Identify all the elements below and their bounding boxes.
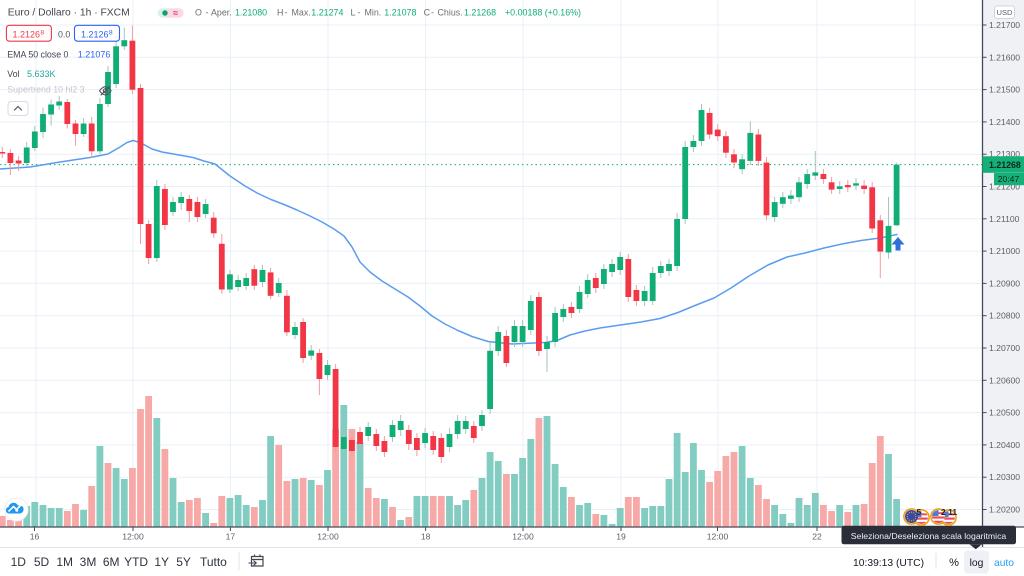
svg-text:1.20900: 1.20900	[989, 278, 1020, 288]
svg-text:1M: 1M	[56, 555, 73, 569]
svg-text:Tutto: Tutto	[200, 555, 227, 569]
svg-text:22: 22	[812, 532, 822, 542]
svg-text:19: 19	[616, 532, 626, 542]
svg-text:20:47: 20:47	[998, 174, 1020, 184]
svg-text:1.21274: 1.21274	[311, 8, 343, 18]
svg-text:-: -	[358, 8, 361, 18]
svg-text:1.20600: 1.20600	[989, 375, 1020, 385]
svg-text:1.21076: 1.21076	[78, 50, 111, 60]
svg-text:O: O	[195, 8, 202, 18]
svg-text:1.21268: 1.21268	[989, 160, 1021, 170]
svg-text:-: -	[431, 8, 434, 18]
svg-text:Seleziona/Deseleziona scala lo: Seleziona/Deseleziona scala logaritmica	[851, 531, 1007, 541]
svg-text:1.2126: 1.2126	[81, 30, 109, 40]
svg-text:16: 16	[30, 532, 40, 542]
svg-text:1.20400: 1.20400	[989, 440, 1020, 450]
svg-text:1.2126: 1.2126	[13, 30, 41, 40]
svg-text:1.21700: 1.21700	[989, 20, 1020, 30]
svg-text:1D: 1D	[11, 555, 27, 569]
svg-text:Euro / Dollaro · 1h · FXCM: Euro / Dollaro · 1h · FXCM	[8, 7, 130, 18]
svg-text:17: 17	[226, 532, 236, 542]
svg-text:5: 5	[917, 507, 922, 517]
svg-text:1.21400: 1.21400	[989, 117, 1020, 127]
svg-text:Chius.: Chius.	[438, 8, 463, 18]
svg-text:1.21100: 1.21100	[989, 214, 1020, 224]
svg-text:USD: USD	[996, 8, 1013, 17]
svg-text:1.20500: 1.20500	[989, 408, 1020, 418]
svg-text:-: -	[206, 8, 209, 18]
svg-text:C: C	[424, 8, 431, 18]
svg-text:Aper.: Aper.	[211, 8, 232, 18]
svg-text:1.21268: 1.21268	[464, 8, 496, 18]
svg-text:8: 8	[40, 29, 44, 36]
svg-text:+0.00188 (+0.16%): +0.00188 (+0.16%)	[505, 8, 581, 18]
svg-text:10:39:13 (UTC): 10:39:13 (UTC)	[853, 558, 924, 569]
svg-text:5Y: 5Y	[176, 555, 191, 569]
svg-text:EMA 50 close 0: EMA 50 close 0	[7, 50, 68, 60]
svg-text:5D: 5D	[34, 555, 50, 569]
svg-text:12:00: 12:00	[317, 532, 339, 542]
svg-text:-: -	[285, 8, 288, 18]
svg-text:auto: auto	[994, 558, 1014, 569]
svg-text:12:00: 12:00	[707, 532, 729, 542]
svg-text:12:00: 12:00	[122, 532, 144, 542]
svg-text:6M: 6M	[103, 555, 120, 569]
svg-text:Max.: Max.	[292, 8, 311, 18]
svg-text:1.21300: 1.21300	[989, 149, 1020, 159]
svg-text:Min.: Min.	[365, 8, 382, 18]
svg-text:1.21078: 1.21078	[384, 8, 416, 18]
svg-text:%: %	[949, 557, 959, 569]
svg-text:1.20300: 1.20300	[989, 472, 1020, 482]
svg-text:1.21080: 1.21080	[235, 8, 267, 18]
svg-text:0.0: 0.0	[58, 30, 70, 40]
svg-text:1.20200: 1.20200	[989, 505, 1020, 515]
svg-text:3M: 3M	[80, 555, 97, 569]
svg-text:12:00: 12:00	[512, 532, 534, 542]
svg-text:1Y: 1Y	[154, 555, 169, 569]
svg-text:≈: ≈	[173, 8, 178, 18]
svg-text:18: 18	[421, 532, 431, 542]
svg-text:8: 8	[109, 29, 113, 36]
svg-text:YTD: YTD	[124, 555, 148, 569]
svg-text:1.20800: 1.20800	[989, 311, 1020, 321]
svg-text:5.633K: 5.633K	[27, 69, 56, 79]
svg-text:H: H	[277, 8, 283, 18]
svg-text:L: L	[351, 8, 356, 18]
svg-text:Supertrend 10 hl2 3: Supertrend 10 hl2 3	[7, 85, 84, 95]
svg-text:log: log	[970, 558, 984, 569]
svg-text:1.21600: 1.21600	[989, 52, 1020, 62]
svg-text:1.21000: 1.21000	[989, 246, 1020, 256]
svg-text:1.21500: 1.21500	[989, 85, 1020, 95]
svg-text:1.21200: 1.21200	[989, 182, 1020, 192]
svg-text:1.20700: 1.20700	[989, 343, 1020, 353]
svg-text:2 11: 2 11	[941, 507, 957, 517]
svg-text:Vol: Vol	[7, 69, 19, 79]
